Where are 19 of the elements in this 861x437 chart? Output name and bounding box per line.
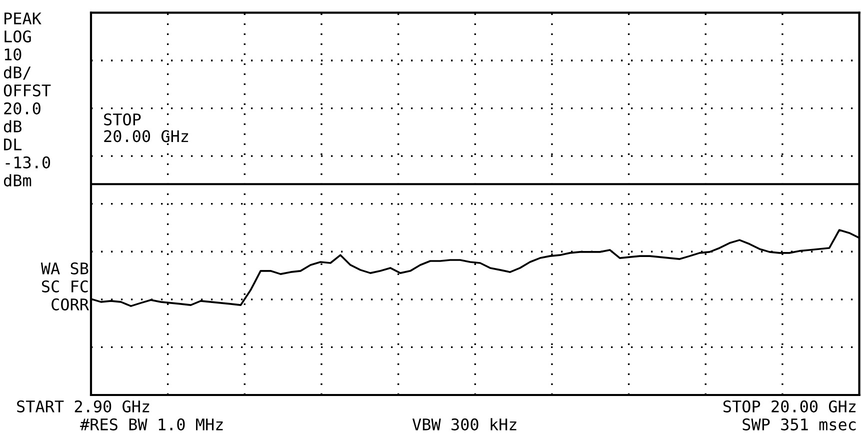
text: dBm (4, 174, 32, 186)
text: dB (4, 120, 22, 132)
text: STOP 20.00 GHz (723, 400, 856, 412)
text: LOG (4, 30, 31, 42)
text: PEAK (4, 12, 42, 24)
text: WA SB (40, 262, 88, 274)
text: dB/ (4, 66, 31, 80)
text: 20.0 (4, 102, 40, 114)
text: -13.0 (6, 156, 50, 168)
text: SC FC (42, 280, 88, 292)
text: 10 (4, 48, 22, 60)
text: SWP 351 msec (742, 418, 856, 430)
text: DL (4, 138, 22, 150)
text: OFFST (4, 84, 51, 96)
text: #RES BW 1.0 MHz (80, 418, 223, 430)
text: VBW 300 kHz (412, 418, 516, 430)
text: STOP 20.00 GHz (104, 113, 188, 142)
text: CORR (52, 298, 89, 310)
text: START 2.90 GHz (17, 400, 150, 412)
